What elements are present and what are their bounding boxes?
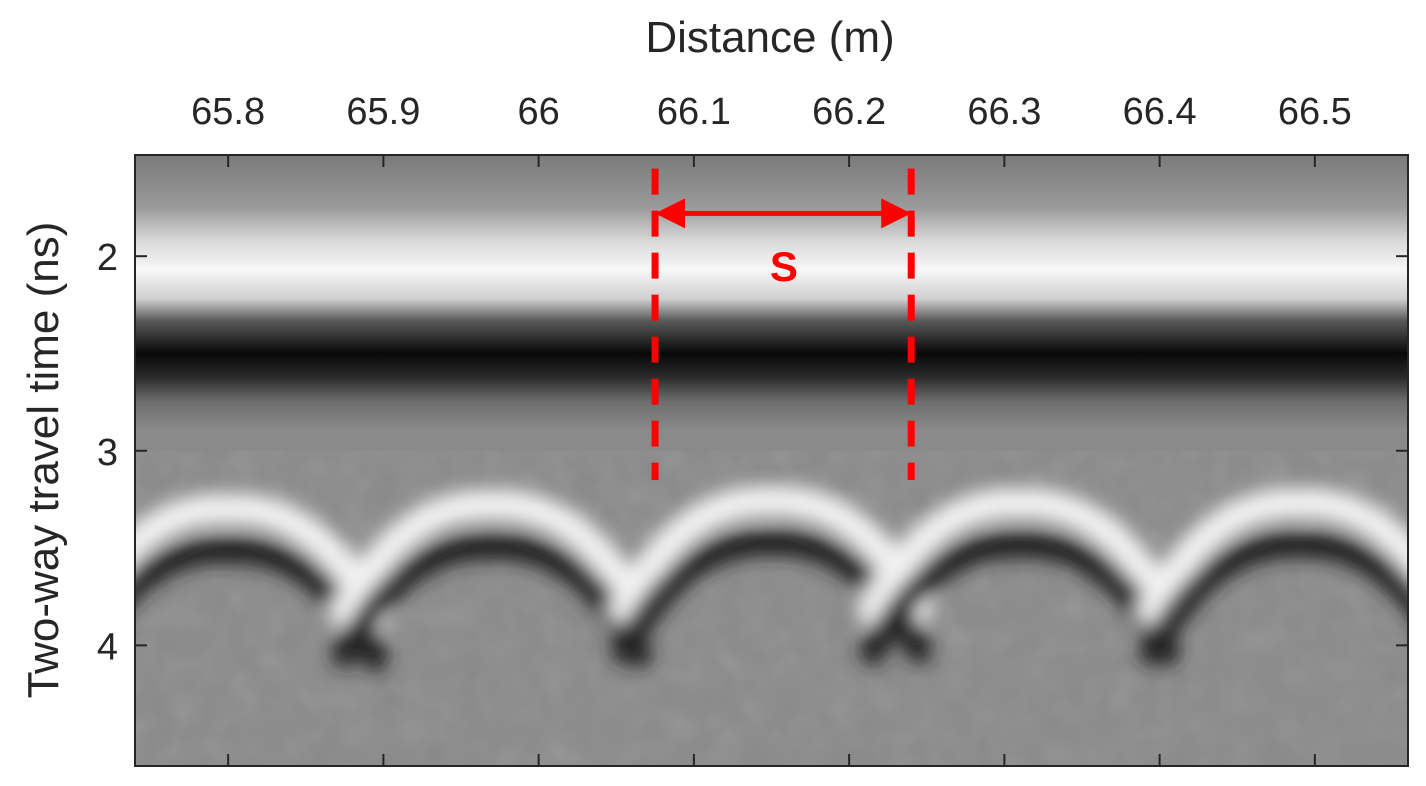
hyperbola-reflections	[135, 486, 1408, 672]
hyperbola-dark-arc	[331, 534, 653, 668]
spacing-annotation: S	[651, 168, 915, 480]
plot-frame	[134, 154, 1409, 767]
x-axis-ticks: 65.8 65.9 66 66.1 66.2 66.3 66.4 66.5	[191, 91, 1352, 766]
hyperbola-bright-arc	[857, 488, 1183, 626]
hyperbola-dark-arc	[859, 532, 1181, 666]
radargram-image	[135, 155, 1408, 766]
y-axis-label: Two-way travel time (ns)	[19, 222, 68, 699]
horizontal-bands	[135, 155, 1408, 451]
hyperbola-bright-arc	[609, 486, 934, 624]
x-axis-label: Distance (m)	[645, 13, 894, 62]
x-tick-label: 66	[517, 91, 559, 133]
y-tick-label: 3	[97, 432, 118, 474]
y-axis-ticks: 2 3 4	[97, 237, 1408, 668]
x-tick-label: 65.9	[346, 91, 420, 133]
hyperbola-4	[857, 488, 1183, 666]
hyperbola-2	[329, 490, 655, 668]
x-tick-label: 66.1	[657, 91, 731, 133]
y-tick-label: 2	[97, 237, 118, 279]
x-tick-label: 66.3	[967, 91, 1041, 133]
spacing-label: S	[770, 243, 798, 290]
hyperbola-bright-arc	[135, 493, 391, 632]
x-tick-label: 66.5	[1278, 91, 1352, 133]
x-tick-label: 65.8	[191, 91, 265, 133]
hyperbola-bright-arc	[329, 490, 655, 628]
direct-wave-band	[135, 155, 1408, 451]
x-tick-label: 66.2	[812, 91, 886, 133]
y-tick-label: 4	[97, 626, 118, 668]
x-tick-label: 66.4	[1123, 91, 1197, 133]
